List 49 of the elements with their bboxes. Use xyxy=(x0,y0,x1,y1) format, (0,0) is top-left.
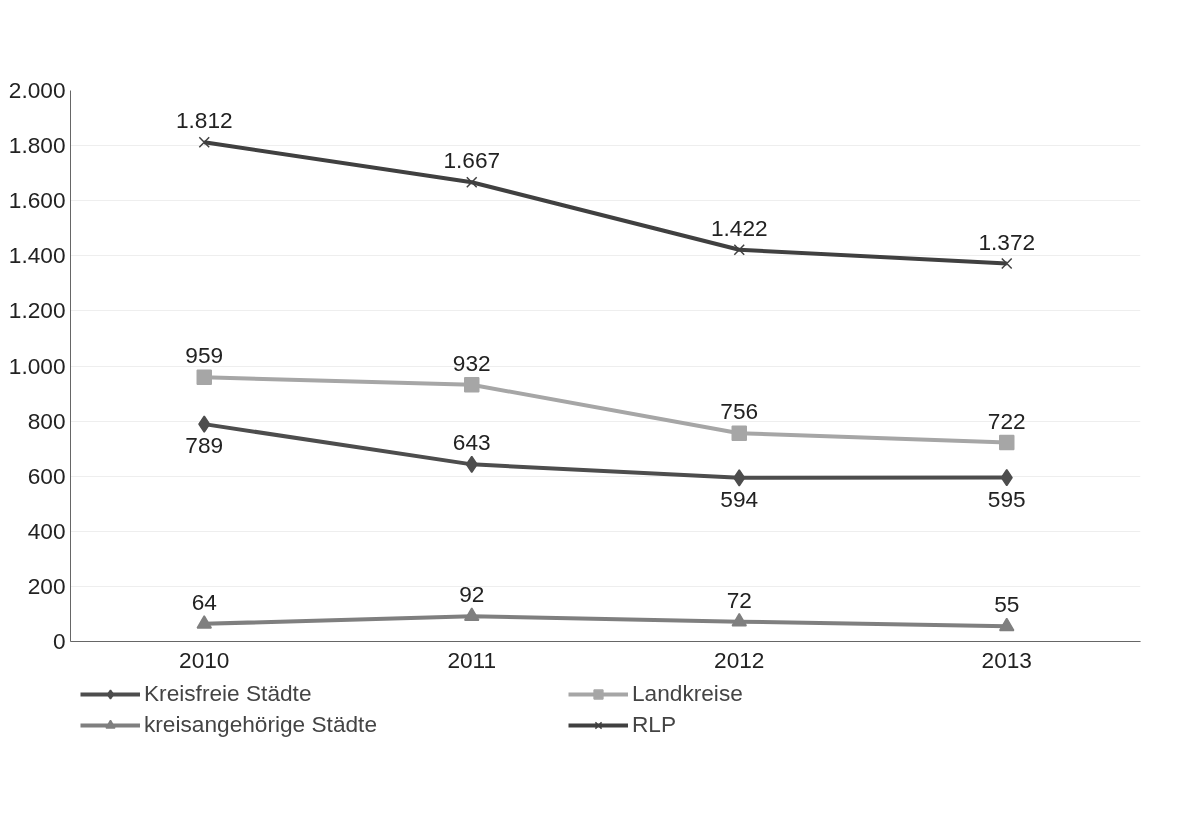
data-label: 722 xyxy=(987,407,1026,434)
data-label: 55 xyxy=(994,591,1020,618)
y-tick-label: 800 xyxy=(27,407,66,434)
y-tick-label: 1.200 xyxy=(8,297,66,324)
y-tick-label: 400 xyxy=(27,517,66,544)
data-label: 64 xyxy=(191,588,217,615)
data-label: 72 xyxy=(726,586,752,613)
y-tick-label: 1.600 xyxy=(8,187,66,214)
data-label: 1.422 xyxy=(710,214,768,241)
y-tick-label: 1.800 xyxy=(8,132,66,159)
x-tick-label: 2011 xyxy=(447,646,497,673)
data-label: 789 xyxy=(185,432,224,459)
data-label: 595 xyxy=(987,485,1026,512)
y-tick-label: 600 xyxy=(27,462,66,489)
x-tick-label: 2012 xyxy=(714,646,765,673)
point xyxy=(196,615,212,629)
data-label: 643 xyxy=(452,429,491,456)
point xyxy=(999,617,1015,632)
x-tick-label: 2010 xyxy=(179,646,230,673)
y-tick-label: 1.400 xyxy=(8,242,66,269)
point xyxy=(733,244,745,256)
point xyxy=(466,176,478,188)
point xyxy=(733,469,746,487)
data-label: 1.667 xyxy=(443,147,501,174)
data-label: 92 xyxy=(459,581,485,608)
data-label: 594 xyxy=(720,485,759,512)
data-label: 932 xyxy=(452,349,491,376)
point xyxy=(464,376,480,393)
data-label: 1.372 xyxy=(978,228,1036,255)
data-label: 756 xyxy=(720,398,759,425)
data-label: 1.812 xyxy=(175,107,233,134)
x-tick-label: 2013 xyxy=(981,646,1032,673)
legend-label: Landkreise xyxy=(632,680,744,707)
point xyxy=(198,136,210,148)
y-tick-label: 2.000 xyxy=(8,77,66,103)
point xyxy=(464,607,480,621)
y-tick-label: 1.000 xyxy=(8,352,66,379)
legend-label: kreisangehörige Städte xyxy=(144,711,378,738)
point xyxy=(198,415,211,433)
point xyxy=(1001,257,1013,270)
point xyxy=(999,434,1015,451)
point xyxy=(196,369,212,386)
data-label: 959 xyxy=(185,342,224,369)
y-tick-label: 200 xyxy=(27,572,66,599)
point xyxy=(731,612,747,627)
point xyxy=(731,425,747,441)
y-tick-label: 0 xyxy=(52,628,66,654)
legend-label: Kreisfreie Städte xyxy=(144,680,313,707)
legend-label: RLP xyxy=(632,711,678,738)
